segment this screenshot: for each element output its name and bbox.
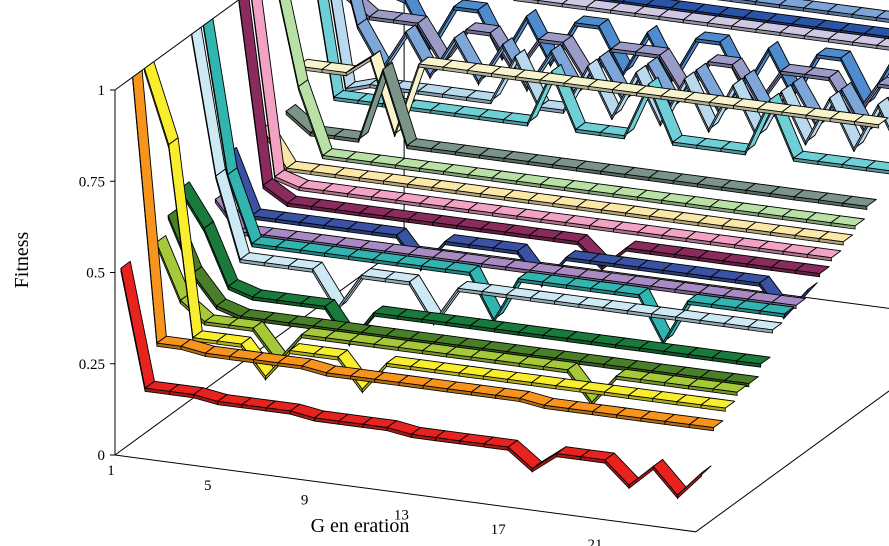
ribbon-edge xyxy=(736,360,762,368)
ribbon-edge xyxy=(712,388,738,396)
y-tick-label: 0 xyxy=(98,448,106,464)
x-tick-label: 1 xyxy=(107,463,115,479)
ribbon-edge xyxy=(830,222,856,230)
series-ribbon xyxy=(251,0,842,262)
y-tick-label: 1 xyxy=(98,83,106,99)
ribbon-edge xyxy=(877,83,889,90)
series-ribbon xyxy=(238,0,830,278)
x-axis-title: G en eration xyxy=(311,515,410,537)
ribbon-edge xyxy=(715,0,732,3)
ribbon-edge xyxy=(688,424,714,432)
series-ribbon xyxy=(120,260,712,500)
x-tick-label: 21 xyxy=(588,537,603,546)
ribbon-segment xyxy=(875,10,889,20)
ribbon-segment xyxy=(144,61,179,146)
series-ribbon xyxy=(179,181,771,368)
ribbon-edge xyxy=(759,310,785,318)
ribbon-edge xyxy=(747,326,773,334)
ribbon-edge xyxy=(730,0,756,6)
series-ribbon xyxy=(132,69,724,432)
series-ribbon xyxy=(513,0,889,51)
ribbon-edge xyxy=(395,0,406,5)
series-ribbon xyxy=(715,0,889,23)
ribbon-edge xyxy=(818,238,844,246)
series-ribbon xyxy=(285,62,877,210)
ribbon-edge xyxy=(795,269,821,278)
ribbon-segment xyxy=(877,76,889,86)
ribbon-edge xyxy=(513,0,539,5)
series-ribbon xyxy=(278,0,865,230)
ribbon-edge xyxy=(806,254,832,262)
y-tick-label: 0.75 xyxy=(79,174,105,190)
ribbon-edge xyxy=(876,44,889,51)
ribbon-edge xyxy=(700,404,726,412)
x-tick-label: 9 xyxy=(301,493,309,509)
chart-axes: 00.250.50.75115913172125 xyxy=(79,83,603,546)
ribbon-edge xyxy=(513,0,515,1)
ribbon-edge xyxy=(677,471,703,500)
y-tick-label: 0.5 xyxy=(86,266,105,282)
ribbon-segment xyxy=(279,0,309,88)
x-tick-label: 17 xyxy=(491,522,507,538)
ribbon-edge xyxy=(854,121,880,129)
x-tick-label: 5 xyxy=(204,478,212,494)
ribbon-edge xyxy=(875,17,889,23)
x-tick-label: 13 xyxy=(394,507,409,523)
series-ribbons xyxy=(120,0,889,500)
ribbon-segment xyxy=(876,37,889,48)
y-axis-title: Fitness xyxy=(11,231,33,288)
ribbon-edge xyxy=(865,167,889,175)
series-ribbon xyxy=(297,50,889,138)
series-ribbon xyxy=(191,26,783,334)
ribbon-segment xyxy=(120,260,155,389)
ribbon-edge xyxy=(842,202,868,210)
y-tick-label: 0.25 xyxy=(79,357,105,373)
